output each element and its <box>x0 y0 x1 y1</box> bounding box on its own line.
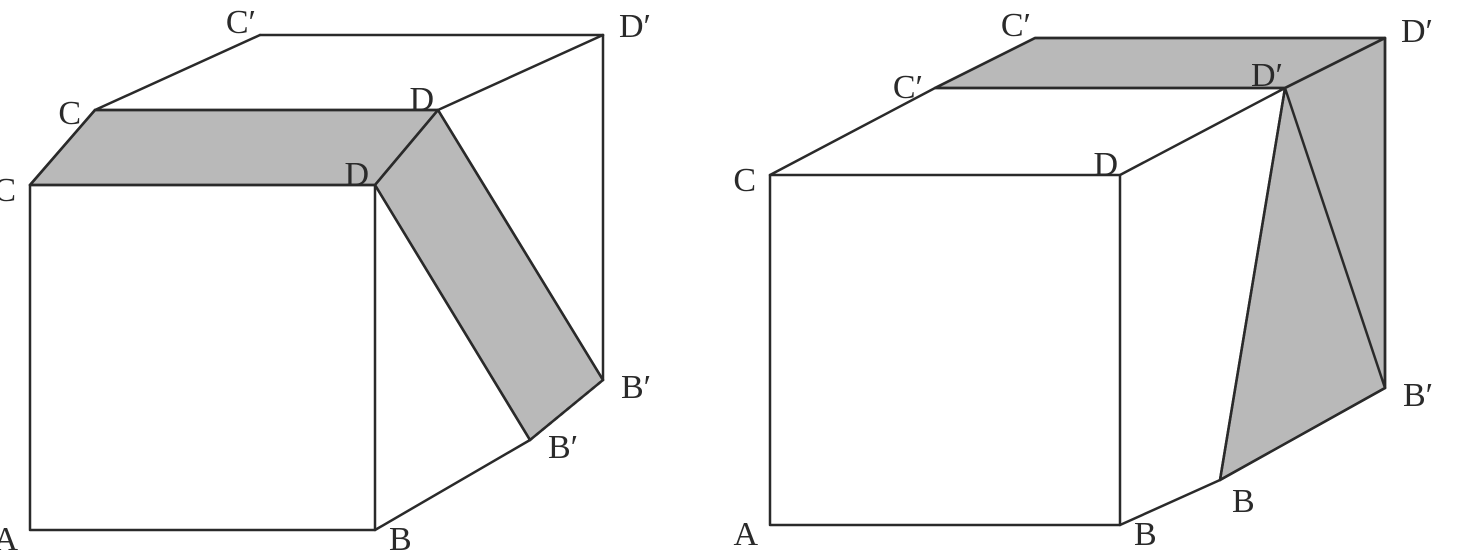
vertex-label: C <box>0 172 16 209</box>
vertex-label: C <box>58 95 81 132</box>
vertex-label: C′ <box>1001 7 1031 44</box>
vertex-label: C′ <box>226 4 256 41</box>
shaded-region <box>375 110 603 440</box>
vertex-label: C <box>733 162 756 199</box>
vertex-label: A <box>733 516 758 553</box>
vertex-label: D′ <box>1251 57 1283 94</box>
vertex-label: B <box>1232 483 1255 520</box>
vertex-label: D <box>1093 146 1118 183</box>
edge <box>770 88 1285 175</box>
vertex-label: D <box>344 156 369 193</box>
vertex-label: D <box>409 81 434 118</box>
vertex-label: B <box>389 521 412 558</box>
shaded-region <box>30 110 438 185</box>
vertex-label: A <box>0 521 18 558</box>
edge <box>375 440 530 530</box>
vertex-label: B′ <box>1403 377 1433 414</box>
vertex-label: D′ <box>619 8 651 45</box>
vertex-label: B′ <box>548 429 578 466</box>
vertex-label: C′ <box>893 69 923 106</box>
shaded-region <box>1220 38 1385 480</box>
edge <box>95 35 260 110</box>
edge <box>438 35 603 110</box>
edge <box>770 175 1120 525</box>
vertex-label: B′ <box>621 369 651 406</box>
vertex-label: D′ <box>1401 13 1433 50</box>
figure-right: A B B B′ C D C′ D′ C′ D′ <box>733 7 1433 553</box>
figure-left: A B B′ B′ C D C D C′ D′ <box>0 4 651 558</box>
diagram-canvas: A B B′ B′ C D C D C′ D′ A B B B′ C D C′ D′ C′ D′ <box>0 0 1457 560</box>
vertex-label: B <box>1134 516 1157 553</box>
edge <box>30 185 375 530</box>
